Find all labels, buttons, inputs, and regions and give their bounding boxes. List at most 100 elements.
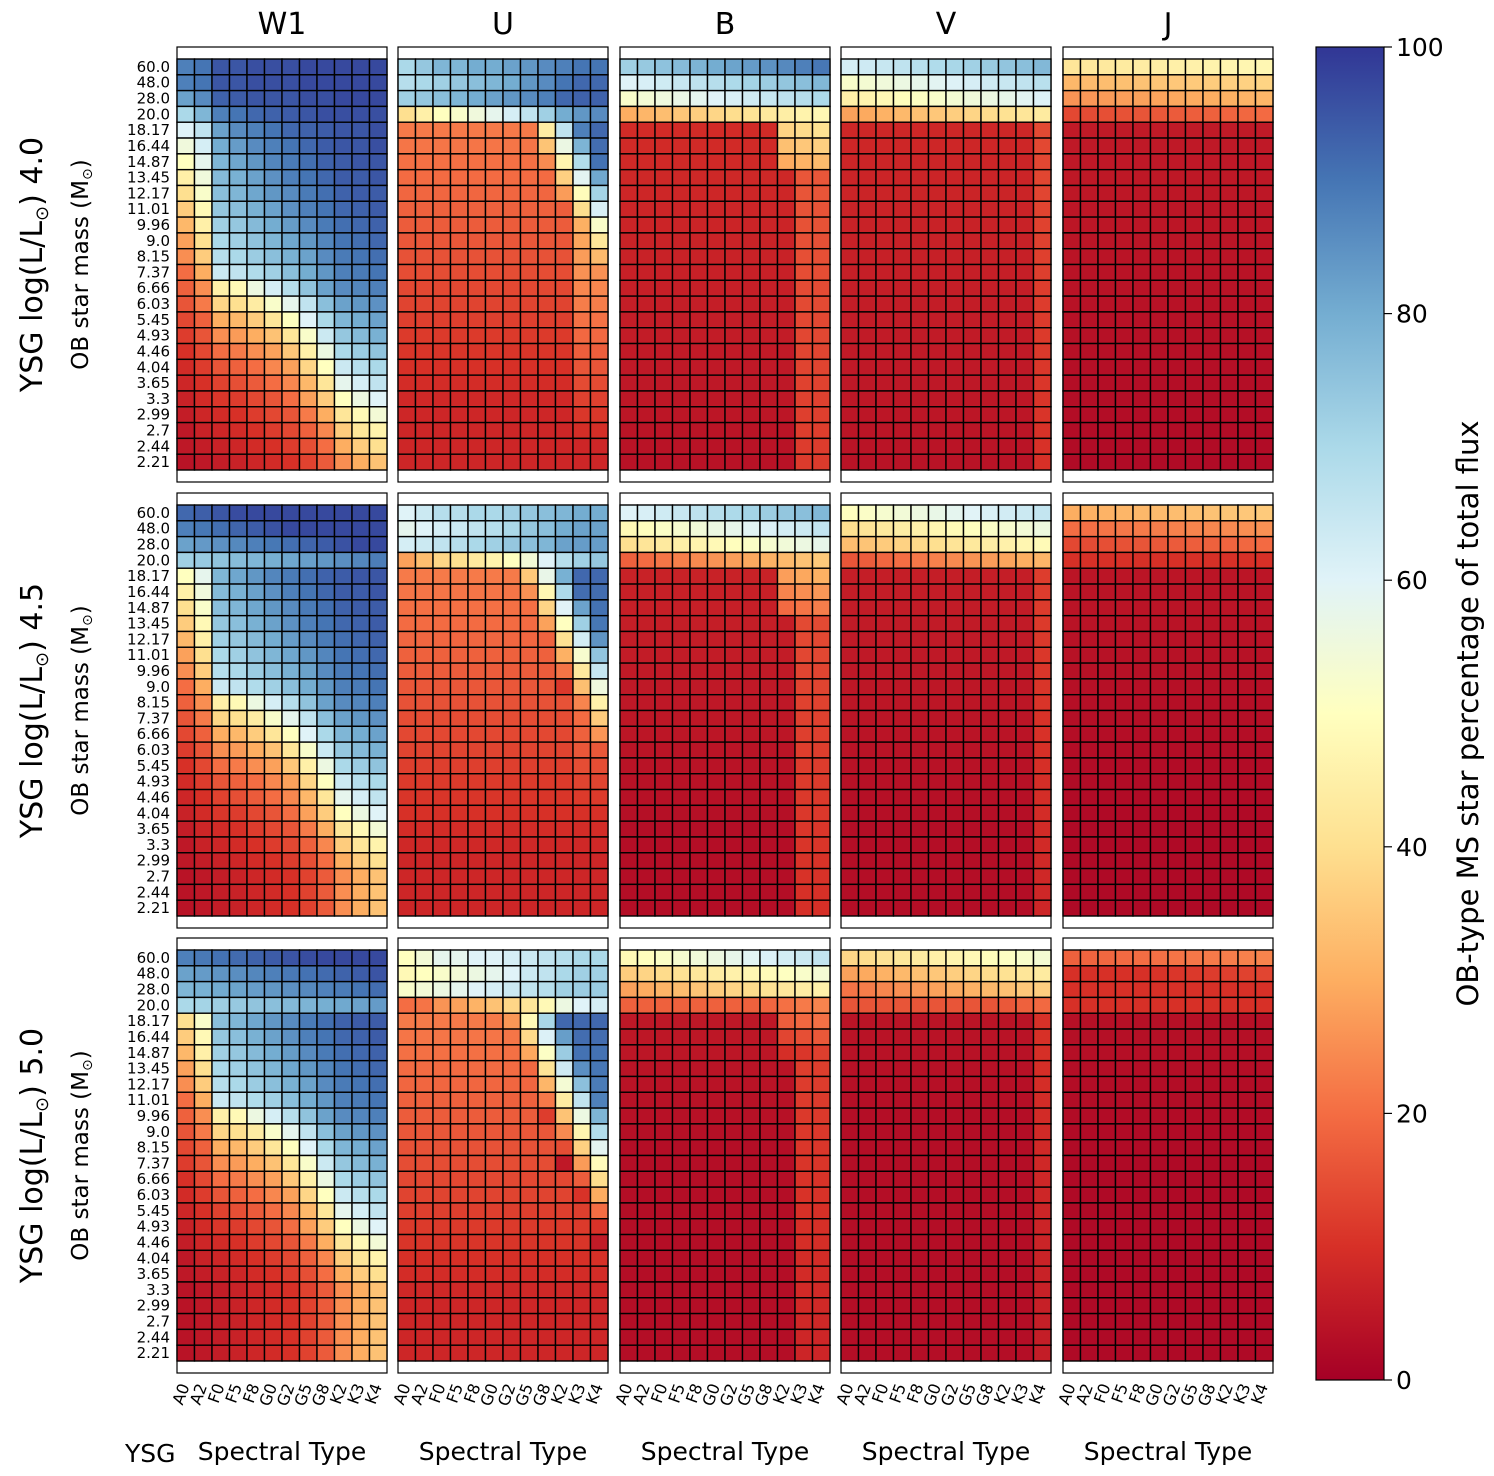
heatmap-cell: [414, 1202, 434, 1220]
heatmap-cell: [910, 567, 930, 585]
heatmap-cell: [840, 295, 860, 313]
heatmap-cell: [840, 1202, 860, 1220]
heatmap-cell: [211, 693, 231, 712]
heatmap-cell: [724, 1028, 744, 1046]
heatmap-cell: [671, 788, 691, 807]
heatmap-cell: [467, 1344, 487, 1362]
heatmap-cell: [654, 1233, 674, 1252]
heatmap-cell: [316, 168, 336, 187]
heatmap-cell: [572, 105, 592, 123]
heatmap-cell: [1167, 551, 1187, 569]
heatmap-cell: [537, 804, 557, 822]
heatmap-cell: [1015, 406, 1035, 424]
heatmap-cell: [997, 520, 1017, 538]
heatmap-cell: [484, 867, 504, 886]
heatmap-cell: [794, 820, 814, 838]
heatmap-cell: [1184, 358, 1204, 376]
heatmap-cell: [1015, 899, 1035, 917]
heatmap-cell: [502, 662, 522, 680]
heatmap-cell: [1202, 1344, 1222, 1362]
heatmap-cell: [467, 1138, 487, 1157]
heatmap-cell: [519, 1138, 539, 1157]
heatmap-cell: [246, 1091, 266, 1109]
heatmap-cell: [945, 200, 965, 218]
heatmap-cell: [875, 1138, 895, 1157]
heatmap-cell: [1184, 247, 1204, 266]
heatmap-cell: [1062, 1075, 1082, 1093]
heatmap-cell: [689, 709, 709, 728]
heatmap-cell: [519, 741, 539, 759]
heatmap-cell: [1097, 121, 1117, 139]
heatmap-cell: [1237, 1312, 1257, 1331]
heatmap-cell: [1184, 216, 1204, 234]
heatmap-cell: [519, 358, 539, 376]
heatmap-cell: [927, 279, 947, 297]
heatmap-cell: [724, 899, 744, 917]
heatmap-cell: [298, 1281, 318, 1299]
heatmap-cell: [840, 58, 860, 76]
heatmap-cell: [794, 390, 814, 408]
heatmap-cell: [654, 421, 674, 440]
heatmap-cell: [945, 1170, 965, 1188]
heatmap-cell: [1062, 630, 1082, 648]
heatmap-cell: [724, 200, 744, 218]
heatmap-cell: [589, 1265, 609, 1283]
heatmap-cell: [572, 200, 592, 218]
heatmap-cell: [759, 295, 779, 313]
heatmap-cell: [298, 137, 318, 155]
heatmap-cell: [1032, 184, 1052, 202]
heatmap-cell: [519, 630, 539, 648]
heatmap-cell: [1032, 965, 1052, 983]
heatmap-cell: [1032, 599, 1052, 617]
heatmap-cell: [741, 1186, 761, 1204]
heatmap-cell: [962, 949, 982, 967]
heatmap-cell: [1114, 200, 1134, 218]
heatmap-cell: [636, 295, 656, 313]
heatmap-cell: [572, 520, 592, 538]
heatmap-cell: [554, 1297, 574, 1315]
heatmap-cell: [980, 453, 1000, 471]
heatmap-cell: [211, 295, 231, 313]
heatmap-cell: [1114, 1328, 1134, 1346]
heatmap-cell: [1184, 820, 1204, 838]
heatmap-cell: [333, 630, 353, 648]
heatmap-cell: [211, 247, 231, 266]
heatmap-cell: [316, 504, 336, 522]
heatmap-cell: [397, 437, 417, 455]
heatmap-cell: [654, 757, 674, 775]
heatmap-cell: [980, 773, 1000, 791]
heatmap-cell: [875, 535, 895, 554]
heatmap-cell: [1032, 1012, 1052, 1030]
heatmap-cell: [228, 263, 248, 282]
heatmap-cell: [1167, 1344, 1187, 1362]
heatmap-cell: [1097, 883, 1117, 901]
y-tick-label: 7.37: [137, 263, 170, 281]
heatmap-cell: [414, 279, 434, 297]
heatmap-cell: [432, 200, 452, 218]
heatmap-cell: [857, 279, 877, 297]
heatmap-cell: [1149, 804, 1169, 822]
heatmap-cell: [840, 105, 860, 123]
heatmap-cell: [519, 883, 539, 901]
heatmap-cell: [351, 200, 371, 218]
heatmap-cell: [980, 247, 1000, 266]
heatmap-cell: [589, 1170, 609, 1188]
heatmap-cell: [1149, 1249, 1169, 1267]
heatmap-cell: [671, 58, 691, 76]
heatmap-cell: [176, 247, 196, 266]
heatmap-cell: [945, 1138, 965, 1157]
heatmap-cell: [927, 535, 947, 554]
heatmap-cell: [910, 709, 930, 728]
heatmap-cell: [857, 358, 877, 376]
heatmap-cell: [298, 263, 318, 282]
heatmap-cell: [316, 89, 336, 108]
heatmap-cell: [857, 836, 877, 854]
heatmap-cell: [537, 836, 557, 854]
heatmap-cell: [724, 263, 744, 282]
heatmap-cell: [997, 58, 1017, 76]
heatmap-cell: [316, 820, 336, 838]
heatmap-cell: [1149, 1075, 1169, 1093]
heatmap-cell: [706, 1249, 726, 1267]
heatmap-cell: [414, 121, 434, 139]
heatmap-cell: [840, 200, 860, 218]
